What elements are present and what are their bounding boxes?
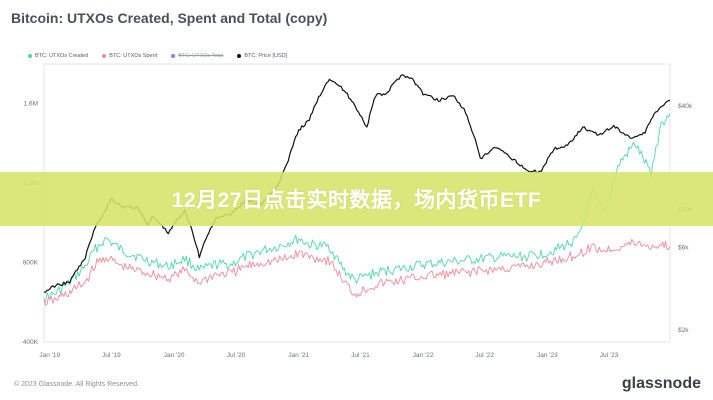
y-left-tick-label: 800K <box>23 260 39 267</box>
legend-item-btc-price[interactable]: BTC: Price [USD] <box>237 53 287 59</box>
banner-text: 12月27日点击实时数据，场内货币ETF <box>171 189 542 212</box>
x-tick-label: Jan '23 <box>537 352 558 359</box>
copyright-text: © 2023 Glassnode. All Rights Reserved. <box>14 381 140 388</box>
legend-label: BTC: UTXOs Total <box>178 53 224 59</box>
x-tick-label: Jan '20 <box>164 352 185 359</box>
legend-item-utxos-spent[interactable]: BTC: UTXOs Spent <box>102 53 157 59</box>
series-line-btc-utxos-spent <box>43 238 671 306</box>
legend-label: BTC: UTXOs Created <box>35 53 89 59</box>
chart-legend: BTC: UTXOs Created BTC: UTXOs Spent BTC:… <box>28 53 287 59</box>
y-left-tick-label: 400K <box>23 339 39 346</box>
glassnode-logo: glassnode <box>621 375 701 392</box>
y-right-tick-label: $6k <box>678 245 689 252</box>
y-right-tick-label: $2k <box>678 327 689 334</box>
y-left-tick-label: 1.6M <box>24 101 38 108</box>
legend-dot-icon <box>28 54 32 58</box>
promo-banner[interactable]: 12月27日点击实时数据，场内货币ETF <box>0 172 713 226</box>
x-tick-label: Jan '19 <box>39 352 60 359</box>
chart-title: Bitcoin: UTXOs Created, Spent and Total … <box>11 10 328 26</box>
x-tick-label: Jul '21 <box>351 352 370 359</box>
legend-dot-icon <box>237 54 242 58</box>
legend-label: BTC: UTXOs Spent <box>109 53 158 59</box>
legend-dot-icon <box>171 54 176 58</box>
x-tick-label: Jul '23 <box>600 352 619 359</box>
legend-item-utxos-total[interactable]: BTC: UTXOs Total <box>171 53 223 59</box>
series-line-btc-utxos-created <box>43 113 671 303</box>
legend-dot-icon <box>102 54 107 58</box>
x-tick-label: Jul '19 <box>102 352 121 359</box>
x-tick-label: Jan '22 <box>413 352 434 359</box>
x-tick-label: Jul '20 <box>227 352 246 359</box>
legend-item-utxos-created[interactable]: BTC: UTXOs Created <box>28 53 88 59</box>
x-tick-label: Jan '21 <box>288 352 309 359</box>
x-tick-label: Jul '22 <box>475 352 494 359</box>
legend-label: BTC: Price [USD] <box>244 53 288 59</box>
y-right-tick-label: $40k <box>678 103 693 110</box>
